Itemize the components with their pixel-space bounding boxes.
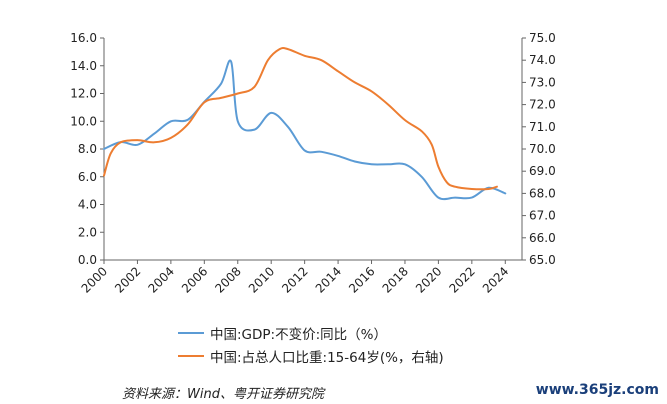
right-tick-labels: 65.0 66.0 67.0 68.0 69.0 70.0 71.0 72.0 73.0 74.0… [522, 31, 556, 267]
right-tick-label: 74.0 [529, 53, 556, 67]
right-tick-label: 68.0 [529, 186, 556, 200]
gdp-growth-line [103, 59, 507, 201]
x-tick-label: 2006 [179, 264, 210, 295]
source-note: 资料来源：Wind、粤开证券研究院 [122, 387, 324, 402]
watermark: www.365jz.com [535, 382, 659, 398]
x-tick-labels: 2000 2002 2004 2006 2008 2010 2012 2014 2016 2018… [79, 260, 511, 296]
x-tick-label: 2008 [212, 264, 243, 295]
x-tick-label: 2000 [79, 264, 110, 295]
left-tick-labels: 0.0 2.0 4.0 6.0 8.0 10.0 12.0 14.0 16.0 [70, 31, 104, 267]
right-tick-label: 73.0 [529, 75, 556, 89]
left-tick-label: 2.0 [78, 225, 97, 239]
legend-gdp-label: 中国:GDP:不变价:同比（%） [210, 327, 387, 343]
dual-axis-line-chart: 0.0 2.0 4.0 6.0 8.0 10.0 12.0 14.0 16.0 65.0 66.0… [70, 31, 556, 296]
left-tick-label: 4.0 [78, 198, 97, 212]
right-tick-label: 67.0 [529, 209, 556, 223]
left-tick-label: 10.0 [70, 114, 97, 128]
right-tick-label: 65.0 [529, 253, 556, 267]
x-tick-label: 2012 [279, 264, 310, 295]
legend-gdp: 中国:GDP:不变价:同比（%） [178, 323, 387, 343]
right-tick-label: 72.0 [529, 98, 556, 112]
left-tick-label: 8.0 [78, 142, 97, 156]
working-age-share-line [103, 47, 498, 191]
x-tick-label: 2014 [313, 264, 344, 295]
x-tick-label: 2020 [413, 264, 444, 295]
x-tick-label: 2004 [146, 264, 177, 295]
right-tick-label: 70.0 [529, 142, 556, 156]
x-tick-label: 2002 [112, 264, 143, 295]
left-tick-label: 12.0 [70, 87, 97, 101]
left-tick-label: 0.0 [78, 253, 97, 267]
left-tick-label: 14.0 [70, 59, 97, 73]
right-tick-label: 69.0 [529, 164, 556, 178]
x-tick-label: 2024 [480, 264, 511, 295]
left-tick-label: 16.0 [70, 31, 97, 45]
legend-population-label: 中国:占总人口比重:15-64岁(%，右轴) [210, 350, 444, 366]
left-tick-label: 6.0 [78, 170, 97, 184]
series-lines [103, 47, 507, 201]
right-tick-label: 71.0 [529, 120, 556, 134]
right-tick-label: 66.0 [529, 231, 556, 245]
legend-population-swatch [178, 355, 204, 357]
legend-population: 中国:占总人口比重:15-64岁(%，右轴) [178, 346, 444, 366]
legend-gdp-swatch [178, 332, 204, 334]
x-tick-label: 2022 [446, 264, 477, 295]
x-tick-label: 2018 [380, 264, 411, 295]
x-tick-label: 2010 [246, 264, 277, 295]
right-tick-label: 75.0 [529, 31, 556, 45]
x-tick-label: 2016 [346, 264, 377, 295]
